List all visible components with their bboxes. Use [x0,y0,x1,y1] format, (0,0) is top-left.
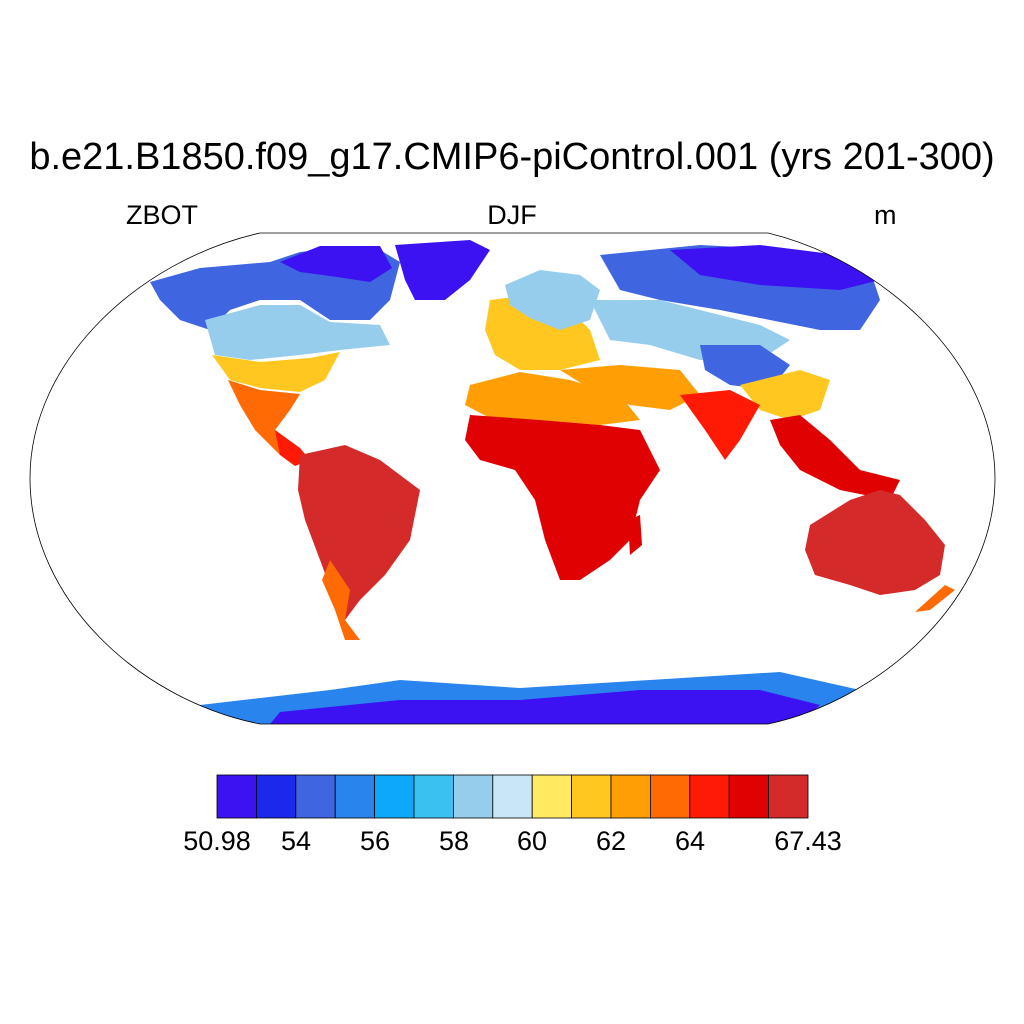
colorbar-swatch [610,774,651,819]
colorbar-tick-label: 67.43 [774,826,842,856]
africa [465,415,660,580]
antarctica-interior [270,690,820,724]
new-zealand [915,585,955,612]
colorbar-swatch [768,774,809,819]
north-africa [465,372,640,425]
colorbar-swatch [728,774,770,819]
siberia-far-north [670,245,880,290]
colorbar-tick-label: 58 [438,826,470,856]
colorbar-tick-label: 64 [674,826,706,856]
land-fill [150,240,955,724]
colorbar [216,774,809,819]
colorbar-swatch [531,774,573,819]
china-south [740,370,830,420]
colorbar-swatch [492,774,533,819]
greenland [395,240,490,300]
colorbar-swatch [413,774,454,819]
madagascar [628,515,642,555]
colorbar-swatch [650,774,691,819]
scandinavia [505,270,600,330]
canada-archipelago [280,246,392,282]
south-america [298,445,420,620]
colorbar-swatch [334,774,376,819]
india [680,390,760,460]
colorbar-tick-label: 56 [359,826,391,856]
colorbar-tick-label: 54 [280,826,312,856]
middle-east [560,365,700,410]
australia [805,490,945,595]
colorbar-swatch [295,774,336,819]
southeast-asia [770,415,900,500]
colorbar-swatch [689,774,730,819]
colorbar-swatch [374,774,415,819]
colorbar-swatch [216,774,257,819]
colorbar-tick-label: 62 [595,826,627,856]
colorbar-swatch [452,774,494,819]
colorbar-tick-label: 60 [516,826,548,856]
units-label: m [874,200,897,230]
colorbar-tick-label: 50.98 [183,826,251,856]
variable-label: ZBOT [126,200,198,230]
colorbar-swatch [255,774,297,819]
south-america-south [322,560,360,640]
map-outline [29,232,996,725]
season-label: DJF [487,200,537,230]
plot-title: b.e21.B1850.f09_g17.CMIP6-piControl.001 … [29,136,995,178]
colorbar-swatch [571,774,612,819]
north-america-mid [205,305,390,360]
north-america-south [212,352,340,392]
